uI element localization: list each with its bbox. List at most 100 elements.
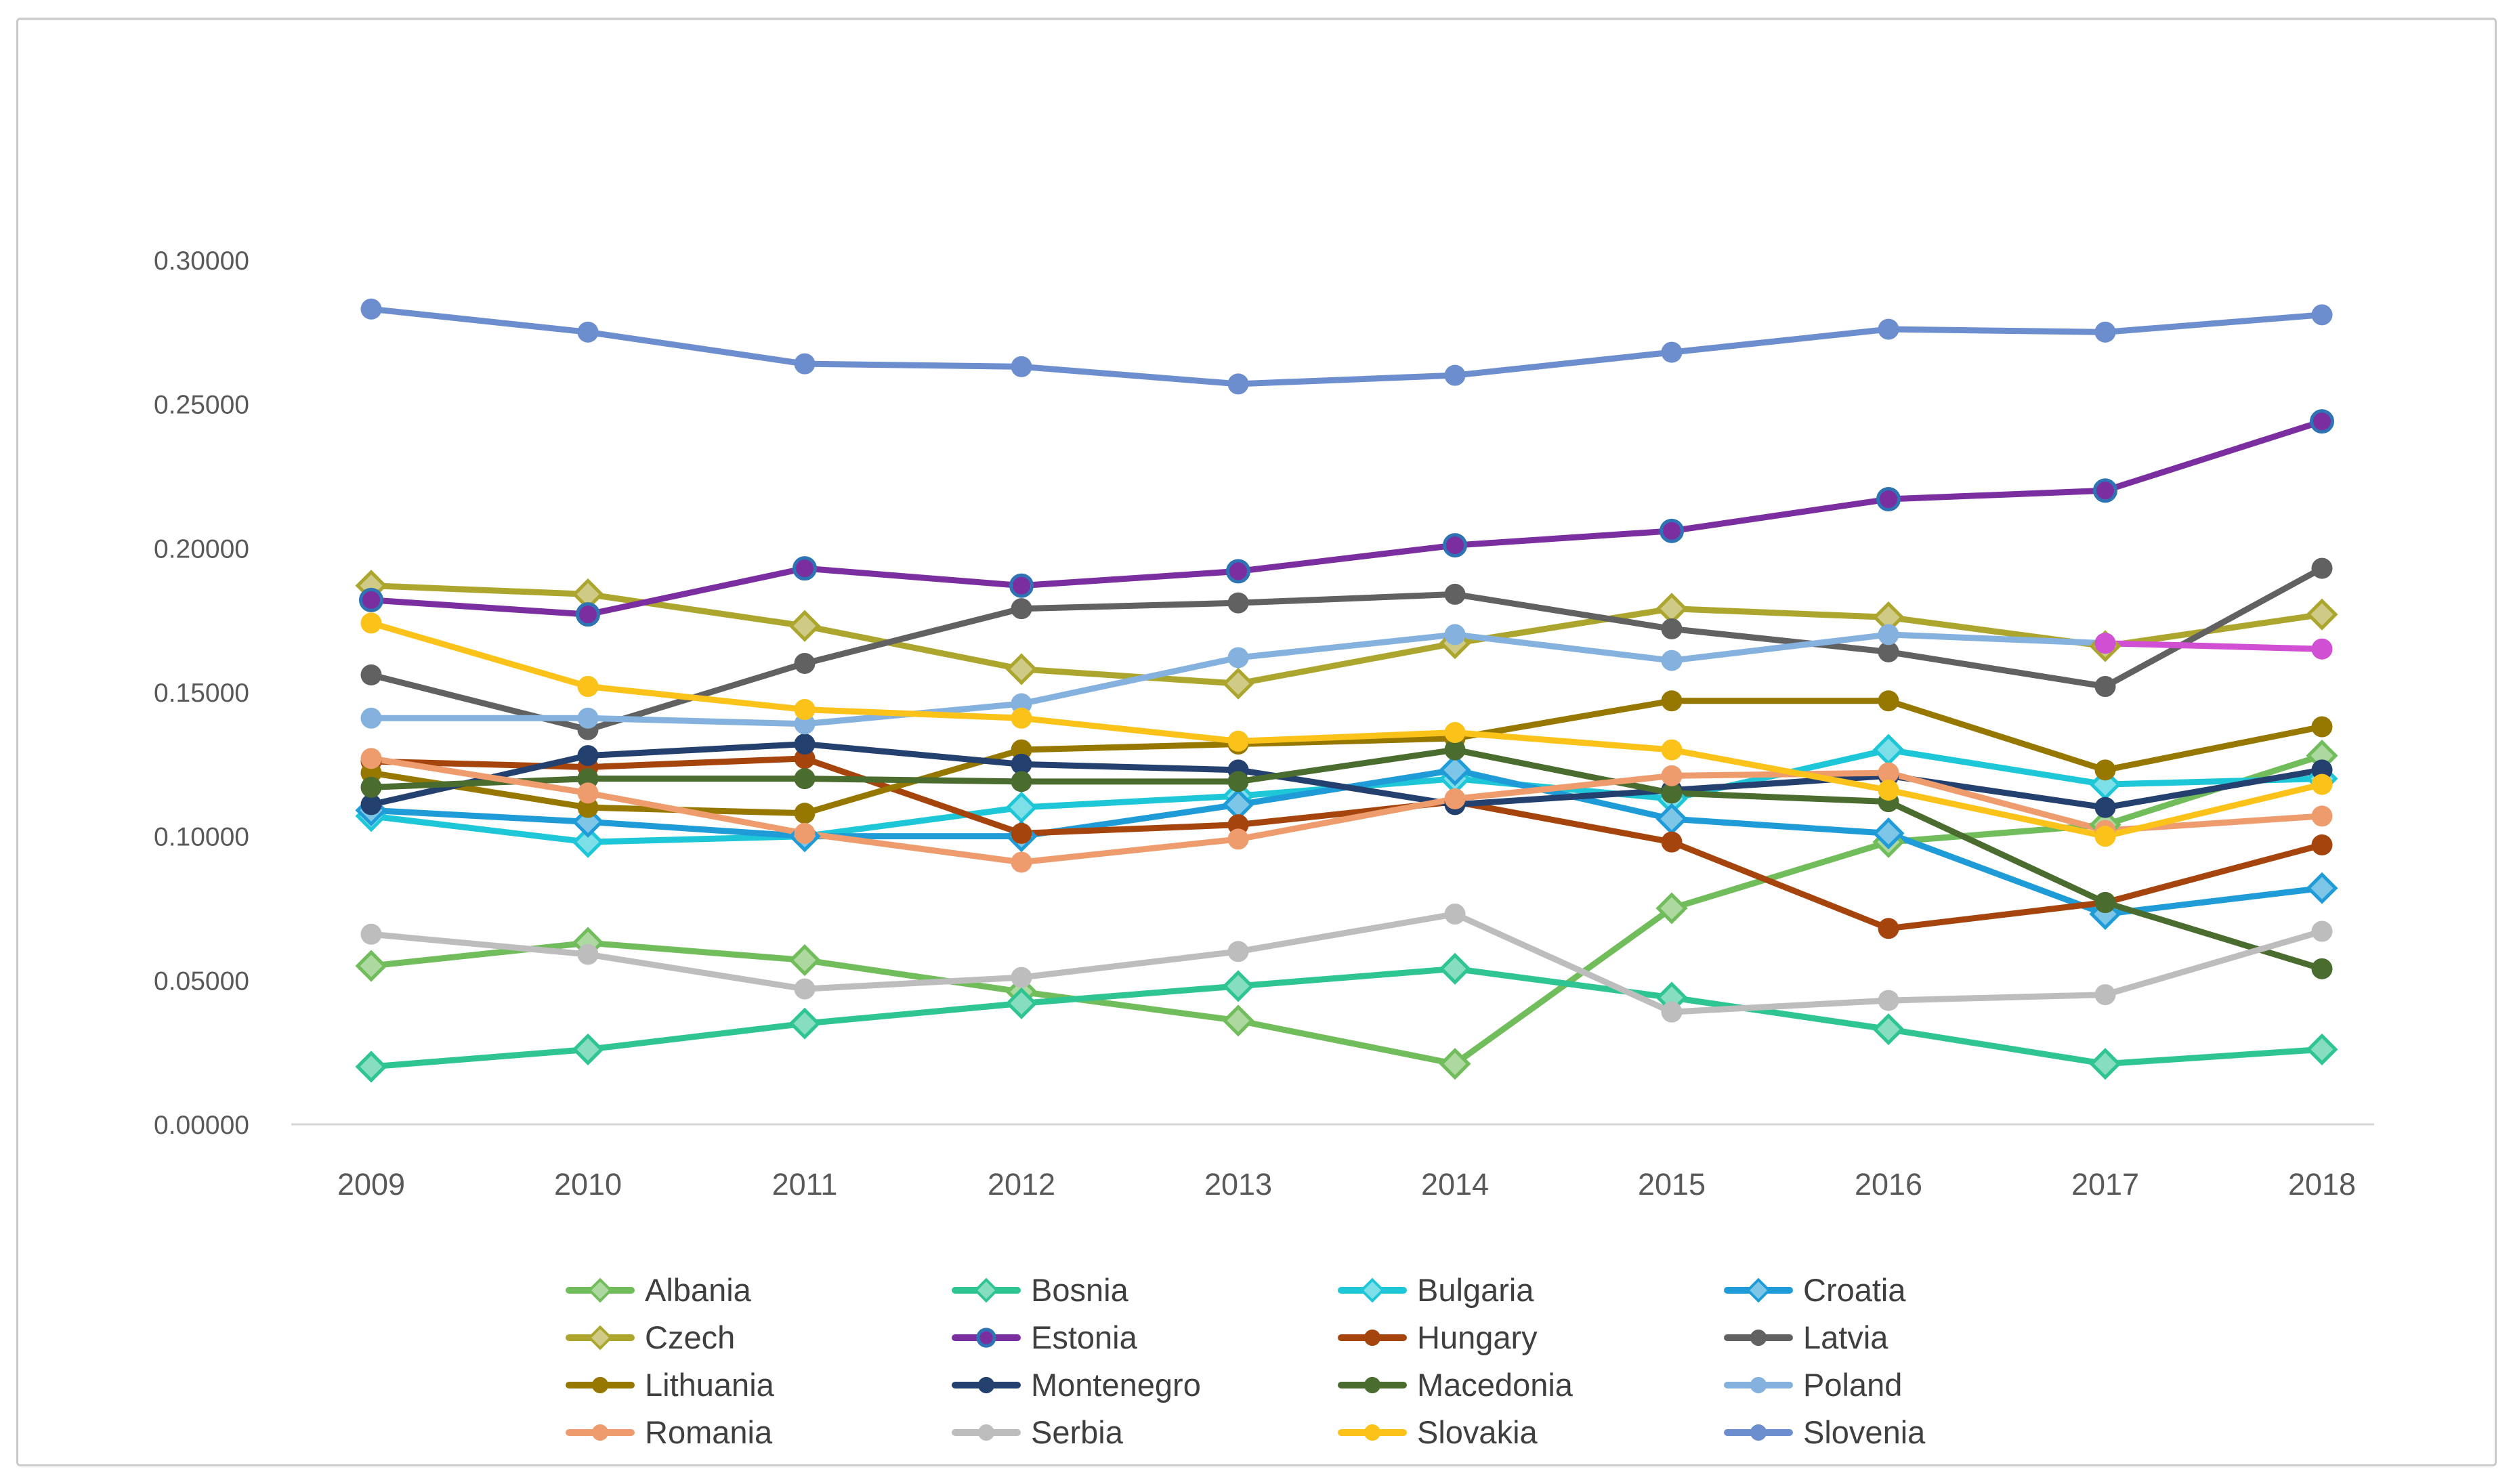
marker-circle-Serbia xyxy=(360,923,382,945)
marker-circle-Slovenia xyxy=(2094,321,2116,343)
marker-circle-Montenegro xyxy=(2094,797,2116,818)
marker-diamond-Czech xyxy=(1655,593,1688,625)
legend-label-Serbia: Serbia xyxy=(1031,1414,1124,1450)
marker-circle-Latvia xyxy=(360,664,382,685)
marker-circle-Latvia xyxy=(1227,592,1249,614)
marker-diamond-Bulgaria xyxy=(572,826,604,858)
marker-circle-Estonia xyxy=(2310,409,2334,434)
y-axis-tick-label: 0.30000 xyxy=(154,247,249,276)
marker-diamond-Bosnia xyxy=(1222,970,1254,1002)
marker-diamond-Bosnia xyxy=(355,1051,387,1083)
marker-circle-Slovenia xyxy=(577,321,599,343)
marker-circle-Hungary xyxy=(1011,822,1032,844)
marker-circle-Romania xyxy=(794,822,816,844)
marker-circle-Romania xyxy=(360,748,382,769)
legend-label-Lithuania: Lithuania xyxy=(645,1367,775,1403)
legend-label-Albania: Albania xyxy=(645,1272,752,1308)
marker-circle-Estonia xyxy=(1876,487,1901,512)
x-axis-year-label: 2014 xyxy=(1421,1167,1489,1202)
marker-diamond-Czech xyxy=(1222,667,1254,700)
series-line-Romania xyxy=(368,755,2325,866)
y-axis-tick-label: 0.15000 xyxy=(154,679,249,708)
marker-diamond-Bosnia xyxy=(1872,1013,1905,1046)
marker-circle-Estonia xyxy=(1226,559,1250,584)
marker-circle-Serbia xyxy=(794,978,816,1000)
marker-circle-Macedonia xyxy=(2094,891,2116,913)
legend-label-Estonia: Estonia xyxy=(1031,1319,1138,1355)
legend-label-Slovenia: Slovenia xyxy=(1803,1414,1926,1450)
marker-circle-Slovakia xyxy=(577,675,599,697)
marker-diamond-Croatia xyxy=(1439,754,1471,786)
y-axis-tick-label: 0.20000 xyxy=(154,534,249,564)
marker-circle-Estonia xyxy=(359,587,383,612)
marker-circle-Montenegro xyxy=(577,745,599,767)
legend-label-Croatia: Croatia xyxy=(1803,1272,1906,1308)
legend-label-Poland: Poland xyxy=(1803,1367,1902,1403)
marker-circle-Estonia xyxy=(976,1328,996,1348)
marker-diamond-Czech xyxy=(1005,653,1038,685)
marker-circle-Latvia xyxy=(2094,675,2116,697)
marker-circle-Macedonia xyxy=(1444,739,1466,761)
marker-circle-Poland xyxy=(1444,624,1466,645)
series-line-Estonia xyxy=(368,418,2325,618)
marker-circle-Serbia xyxy=(2094,984,2116,1006)
series-line-Macedonia xyxy=(368,746,2325,972)
marker-circle-Serbia xyxy=(1011,967,1032,988)
marker-diamond-Bosnia xyxy=(572,1033,604,1065)
marker-circle-Latvia xyxy=(1750,1329,1767,1347)
marker-circle-Montenegro xyxy=(360,794,382,815)
series-line-Albania xyxy=(368,752,2325,1067)
x-axis-year-label: 2016 xyxy=(1855,1167,1922,1202)
marker-circle-Macedonia xyxy=(1011,771,1032,792)
marker-circle-Estonia xyxy=(576,602,600,627)
marker-diamond-Albania xyxy=(587,1277,613,1303)
marker-circle-Latvia xyxy=(1444,583,1466,605)
marker-circle-Lithuania xyxy=(2094,759,2116,781)
marker-circle-Slovakia xyxy=(2311,773,2333,795)
marker-circle-Slovenia xyxy=(1011,356,1032,377)
marker-diamond-Bosnia xyxy=(1439,952,1471,985)
marker-circle-Slovakia xyxy=(2094,826,2116,847)
marker-circle-Romania xyxy=(1227,828,1249,850)
marker-circle-Slovenia xyxy=(794,353,816,375)
marker-circle-Serbia xyxy=(1444,904,1466,925)
marker-circle-Slovakia xyxy=(1878,780,1899,801)
marker-circle-Romania xyxy=(1011,851,1032,873)
marker-circle-Latvia xyxy=(794,652,816,674)
y-axis-tick-label: 0.00000 xyxy=(154,1111,249,1140)
marker-circle-Lithuania xyxy=(591,1376,609,1394)
legend-label-Slovakia: Slovakia xyxy=(1417,1414,1538,1450)
series-line-Bosnia xyxy=(368,965,2325,1070)
marker-diamond-Croatia xyxy=(2306,872,2338,904)
x-axis-year-label: 2013 xyxy=(1204,1167,1272,1202)
marker-diamond-Czech xyxy=(2306,598,2338,631)
marker-diamond-Czech xyxy=(788,610,821,642)
marker-circle-Poland xyxy=(1750,1376,1767,1394)
marker-circle-Estonia xyxy=(793,556,817,581)
marker-diamond-Bosnia xyxy=(2306,1033,2338,1065)
marker-circle-Estonia xyxy=(1660,518,1684,543)
marker-diamond-Bulgaria xyxy=(1359,1277,1385,1303)
x-axis-year-label: 2010 xyxy=(554,1167,622,1202)
marker-circle-Slovakia xyxy=(1444,722,1466,744)
marker-circle-Lithuania xyxy=(1661,690,1683,712)
marker-circle-Slovenia xyxy=(1878,318,1899,340)
marker-circle-unlabeled xyxy=(2094,633,2116,654)
series-line-Slovakia xyxy=(368,620,2325,840)
marker-circle-Poland xyxy=(360,707,382,729)
marker-circle-Serbia xyxy=(977,1424,995,1441)
marker-circle-Poland xyxy=(1661,650,1683,671)
marker-circle-Macedonia xyxy=(1364,1376,1381,1394)
marker-circle-Romania xyxy=(1444,788,1466,809)
legend-label-Macedonia: Macedonia xyxy=(1417,1367,1574,1403)
marker-circle-Montenegro xyxy=(1011,753,1032,775)
marker-circle-Montenegro xyxy=(977,1376,995,1394)
marker-circle-Lithuania xyxy=(2311,716,2333,738)
marker-circle-Slovenia xyxy=(1444,364,1466,386)
marker-circle-Slovenia xyxy=(1227,373,1249,395)
marker-circle-Lithuania xyxy=(360,762,382,784)
marker-circle-Serbia xyxy=(1878,990,1899,1011)
marker-circle-Serbia xyxy=(577,944,599,965)
marker-circle-Macedonia xyxy=(1661,782,1683,804)
